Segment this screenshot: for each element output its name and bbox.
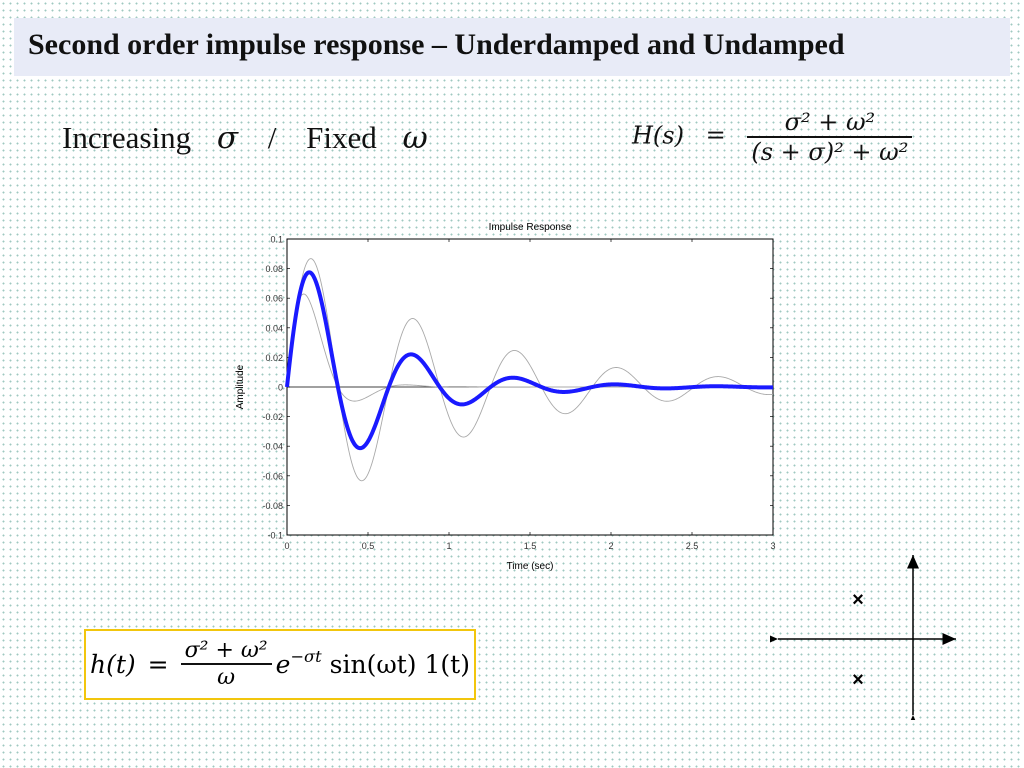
y-tick-label: -0.04	[262, 442, 283, 452]
y-tick-label: 0.06	[265, 294, 283, 304]
transfer-lhs: H(s)	[632, 121, 684, 150]
chart-title: Impulse Response	[489, 222, 572, 233]
pole-lower-icon: ×	[852, 669, 864, 691]
impulse-fraction: σ² + ω² ω	[180, 638, 272, 690]
y-tick-label: 0	[278, 383, 283, 393]
impulse-fraction-bar	[180, 663, 272, 665]
subtitle-fixed: Fixed	[306, 120, 377, 155]
slide-title: Second order impulse response – Underdam…	[28, 28, 845, 61]
impulse-lhs: h(t)	[90, 649, 136, 679]
transfer-numerator: σ² + ω²	[784, 108, 876, 136]
transfer-fraction: σ² + ω² (s + σ)² + ω²	[747, 108, 913, 166]
subtitle: Increasing σ / Fixed ω	[62, 120, 428, 156]
x-tick-label: 1.5	[524, 541, 537, 551]
x-tick-label: 2	[608, 541, 613, 551]
y-tick-label: -0.1	[267, 531, 283, 541]
impulse-exp-base: e	[275, 649, 291, 679]
impulse-eq: =	[147, 649, 169, 679]
chart-xlabel: Time (sec)	[507, 561, 554, 572]
x-tick-label: 0	[284, 541, 289, 551]
impulse-tail: sin(ωt) 1(t)	[329, 649, 470, 679]
y-tick-label: -0.06	[262, 471, 283, 481]
x-tick-label: 0.5	[362, 541, 375, 551]
impulse-formula-box: h(t) = σ² + ω² ω e −σt sin(ωt) 1(t)	[84, 629, 476, 700]
pole-upper-icon: ×	[852, 589, 864, 611]
impulse-exp-power: −σt	[290, 646, 322, 666]
transfer-function: H(s) = σ² + ω² (s + σ)² + ω²	[632, 108, 913, 166]
y-tick-label: -0.02	[262, 412, 283, 422]
impulse-denominator: ω	[217, 664, 236, 690]
pole-zero-diagram: × ×	[770, 555, 956, 720]
subtitle-sigma: σ	[216, 120, 239, 156]
chart-ylabel: Amplitude	[235, 364, 246, 409]
subtitle-omega: ω	[402, 120, 428, 156]
transfer-eq: =	[705, 121, 726, 150]
x-tick-label: 1	[446, 541, 451, 551]
y-tick-label: 0.1	[270, 235, 283, 245]
y-tick-label: -0.08	[262, 501, 283, 511]
y-tick-label: 0.08	[265, 264, 283, 274]
transfer-denominator: (s + σ)² + ω²	[751, 137, 909, 166]
impulse-numerator: σ² + ω²	[184, 638, 268, 664]
series-line-sigma-2	[285, 270, 775, 451]
subtitle-increasing: Increasing	[62, 120, 192, 155]
x-tick-label: 2.5	[686, 541, 699, 551]
y-tick-label: 0.02	[265, 353, 283, 363]
transfer-fraction-bar	[747, 136, 913, 138]
x-tick-label: 3	[770, 541, 775, 551]
subtitle-slash: /	[267, 120, 277, 155]
y-tick-label: 0.04	[265, 323, 283, 333]
title-bar: Second order impulse response – Underdam…	[14, 18, 1010, 76]
